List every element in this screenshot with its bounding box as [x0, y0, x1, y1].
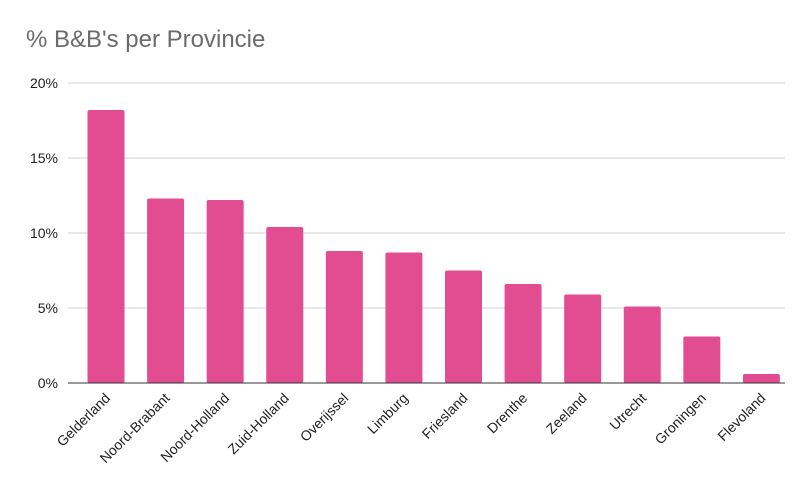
y-tick-label: 10%	[30, 225, 58, 241]
bar-groningen	[683, 336, 721, 383]
x-tick-label: Limburg	[364, 390, 411, 437]
y-tick-label: 0%	[38, 375, 58, 391]
bar-overijssel	[325, 251, 363, 383]
x-tick-label: Zeeland	[543, 390, 590, 437]
chart-title: % B&B's per Provincie	[26, 26, 266, 53]
bar-zeeland	[564, 294, 602, 383]
bar-noord-brabant	[147, 198, 185, 383]
x-tick-label: Gelderland	[53, 390, 113, 450]
x-tick-label: Drenthe	[484, 390, 531, 437]
bar-drenthe	[504, 284, 542, 383]
bar-noord-holland	[206, 200, 244, 383]
x-tick-label: Friesland	[419, 390, 471, 442]
x-tick-label: Zuid-Holland	[224, 390, 291, 457]
bars	[87, 110, 780, 383]
y-axis-ticks: 0% 5% 10% 15% 20%	[30, 75, 58, 391]
y-tick-label: 5%	[38, 300, 58, 316]
bar-friesland	[445, 270, 482, 383]
x-tick-label: Flevoland	[714, 390, 768, 444]
bar-gelderland	[87, 110, 125, 383]
gridlines	[68, 82, 785, 309]
x-axis-labels: GelderlandNoord-BrabantNoord-HollandZuid…	[53, 390, 768, 466]
bar-limburg	[385, 252, 423, 383]
bar-utrecht	[623, 306, 661, 383]
x-tick-label: Overijssel	[297, 390, 352, 445]
x-tick-label: Groningen	[651, 390, 709, 448]
y-tick-label: 15%	[30, 150, 58, 166]
bar-zuid-holland	[266, 227, 304, 383]
y-tick-label: 20%	[30, 75, 58, 91]
x-tick-label: Utrecht	[606, 390, 649, 433]
bar-flevoland	[742, 374, 780, 383]
